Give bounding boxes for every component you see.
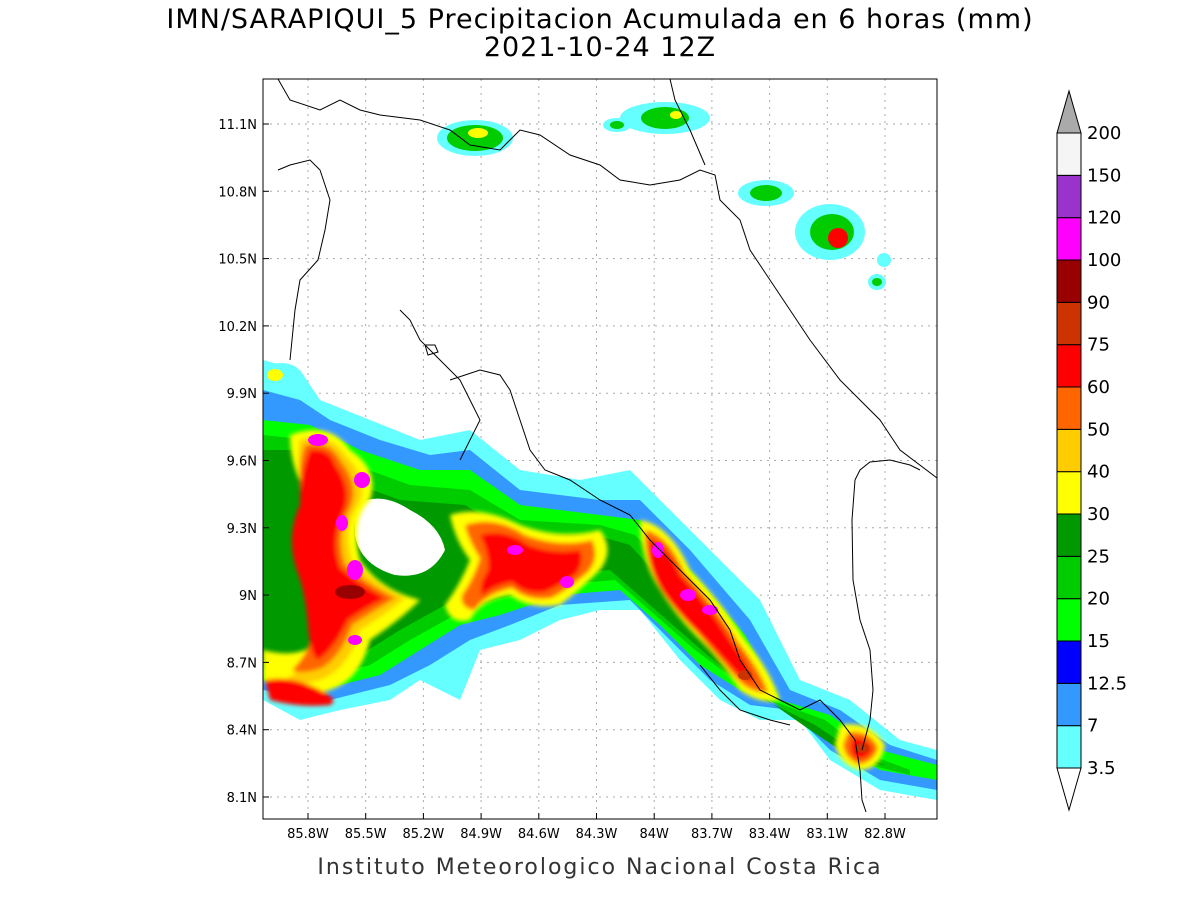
map-title: IMN/SARAPIQUI_5 Precipitacion Acumulada … bbox=[166, 4, 1034, 35]
colorbar-swatch bbox=[1056, 640, 1082, 684]
colorbar-swatch bbox=[1056, 174, 1082, 219]
lat-tick-label: 10.5N bbox=[218, 253, 257, 268]
lon-tick-label: 84.9W bbox=[460, 827, 502, 842]
lat-tick-label: 8.4N bbox=[227, 724, 257, 739]
rain-cluster-north bbox=[263, 102, 891, 387]
colorbar-swatch bbox=[1056, 301, 1082, 346]
map-frame bbox=[262, 78, 938, 820]
colorbar-label: 20 bbox=[1087, 589, 1110, 610]
precipitation-field bbox=[263, 79, 937, 813]
colorbar-swatch bbox=[1056, 725, 1082, 769]
latitude-axis: 11.1N 10.8N 10.5N 10.2N 9.9N 9.6N 9.3N 9N 8.7N 8.… bbox=[218, 118, 269, 806]
colorbar-swatch bbox=[1056, 428, 1082, 473]
lon-tick-label: 85.2W bbox=[402, 827, 444, 842]
lon-tick-label: 83.4W bbox=[749, 827, 791, 842]
colorbar-label: 30 bbox=[1087, 504, 1110, 525]
colorbar-label: 12.5 bbox=[1087, 673, 1127, 694]
lon-tick-label: 84.3W bbox=[576, 827, 618, 842]
lon-tick-label: 82.8W bbox=[864, 827, 906, 842]
lon-tick-label: 84.6W bbox=[518, 827, 560, 842]
colorbar-label: 100 bbox=[1087, 250, 1121, 271]
colorbar-label: 3.5 bbox=[1087, 758, 1116, 779]
colorbar-swatch bbox=[1056, 386, 1082, 430]
colorbar-swatch bbox=[1056, 555, 1082, 600]
colorbar-label: 7 bbox=[1087, 716, 1098, 737]
colorbar-label: 60 bbox=[1087, 377, 1110, 398]
lat-tick-label: 8.1N bbox=[227, 791, 257, 806]
colorbar-swatch bbox=[1056, 217, 1082, 261]
colorbar-label: 90 bbox=[1087, 292, 1110, 313]
colorbar-legend: 3.5 7 12.5 15 20 25 30 40 50 60 75 90 100 120 150 200 bbox=[1056, 89, 1127, 812]
longitude-axis: 85.8W 85.5W 85.2W 84.9W 84.6W 84.3W 84W 83.7W 83… bbox=[287, 813, 906, 842]
colorbar-under-arrow bbox=[1056, 767, 1082, 812]
colorbar-over-arrow bbox=[1056, 89, 1082, 134]
lat-tick-label: 9.9N bbox=[227, 387, 257, 402]
colorbar-label: 120 bbox=[1087, 208, 1121, 229]
colorbar-label: 200 bbox=[1087, 123, 1121, 144]
colorbar-swatch bbox=[1056, 344, 1082, 388]
colorbar-swatch bbox=[1056, 513, 1082, 557]
lon-tick-label: 83.7W bbox=[691, 827, 733, 842]
lon-tick-label: 84W bbox=[639, 827, 669, 842]
colorbar-label: 150 bbox=[1087, 165, 1121, 186]
lat-tick-label: 10.8N bbox=[218, 185, 257, 200]
lon-tick-label: 85.8W bbox=[287, 827, 329, 842]
lat-tick-label: 11.1N bbox=[218, 118, 257, 133]
map-footer: Instituto Meteorologico Nacional Costa R… bbox=[317, 855, 883, 880]
colorbar-swatch bbox=[1056, 259, 1082, 303]
colorbar-swatch bbox=[1056, 471, 1082, 515]
colorbar-label: 50 bbox=[1087, 419, 1110, 440]
lon-tick-label: 83.1W bbox=[806, 827, 848, 842]
rain-cores bbox=[263, 430, 885, 770]
lat-tick-label: 8.7N bbox=[227, 656, 257, 671]
rain-peaks bbox=[308, 434, 869, 753]
lat-tick-label: 9.6N bbox=[227, 455, 257, 470]
lat-tick-label: 10.2N bbox=[218, 320, 257, 335]
lon-tick-label: 85.5W bbox=[345, 827, 387, 842]
colorbar-label: 40 bbox=[1087, 462, 1110, 483]
colorbar-swatch bbox=[1056, 682, 1082, 727]
map-subtitle: 2021-10-24 12Z bbox=[483, 32, 717, 63]
colorbar-label: 25 bbox=[1087, 546, 1110, 567]
coastlines bbox=[277, 79, 937, 813]
lat-tick-label: 9N bbox=[239, 589, 257, 604]
colorbar-swatch bbox=[1056, 598, 1082, 642]
colorbar-label: 15 bbox=[1087, 631, 1110, 652]
colorbar-swatch bbox=[1056, 132, 1082, 176]
lat-tick-label: 9.3N bbox=[227, 522, 257, 537]
colorbar-label: 75 bbox=[1087, 335, 1110, 356]
